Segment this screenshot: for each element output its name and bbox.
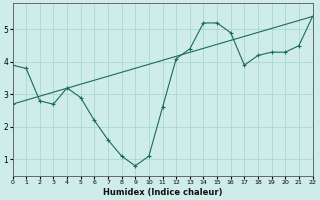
X-axis label: Humidex (Indice chaleur): Humidex (Indice chaleur)	[103, 188, 222, 197]
